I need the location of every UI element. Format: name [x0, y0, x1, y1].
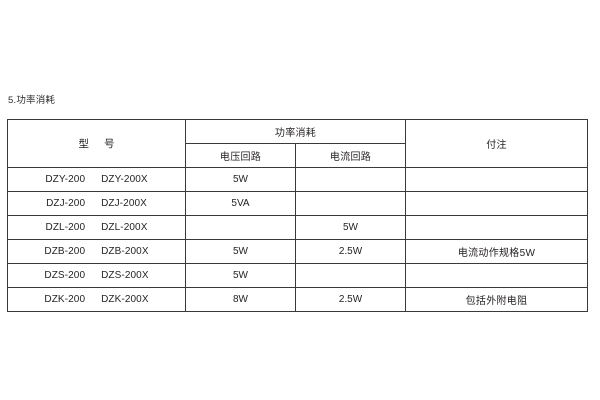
model-code-primary: DZL-200 [45, 222, 86, 233]
model-code-variant: DZL-200X [101, 222, 148, 233]
cell-notes [405, 191, 589, 216]
section-title: 5.功率消耗 [8, 95, 56, 106]
cell-notes [405, 215, 589, 240]
model-code-primary: DZS-200 [44, 270, 86, 281]
header-cell-current-circuit: 电流回路 [294, 143, 407, 168]
table-row: DZK-200 DZK-200X 8W 2.5W 包括外附电阻 [7, 287, 589, 312]
model-code-primary: DZY-200 [45, 174, 86, 185]
table-body: DZY-200 DZY-200X 5W DZJ-200 DZJ-200X 5VA D… [7, 167, 589, 312]
header-cell-power-group: 功率消耗 [184, 119, 407, 144]
cell-current [294, 263, 407, 288]
cell-voltage: 5W [185, 263, 296, 288]
cell-current: 2.5W [294, 287, 407, 312]
cell-voltage [185, 215, 296, 240]
cell-notes [405, 167, 589, 192]
table-row: DZB-200 DZB-200X 5W 2.5W 电流动作规格5W [7, 239, 589, 264]
model-code-variant: DZS-200X [101, 270, 149, 281]
cell-notes: 电流动作规格5W [405, 239, 589, 264]
header-cell-notes: 付注 [405, 119, 589, 168]
model-code-variant: DZB-200X [101, 246, 149, 257]
model-code-primary: DZK-200 [44, 294, 86, 305]
table-row: DZJ-200 DZJ-200X 5VA [7, 191, 589, 216]
cell-model: DZB-200 DZB-200X [7, 239, 186, 264]
cell-model: DZY-200 DZY-200X [7, 167, 186, 192]
cell-notes [405, 263, 589, 288]
cell-current [294, 167, 407, 192]
cell-model: DZL-200 DZL-200X [7, 215, 186, 240]
model-code-variant: DZJ-200X [101, 198, 147, 209]
table-row: DZS-200 DZS-200X 5W [7, 263, 589, 288]
model-code-primary: DZB-200 [44, 246, 86, 257]
cell-current: 5W [294, 215, 407, 240]
cell-voltage: 8W [185, 287, 296, 312]
cell-model: DZS-200 DZS-200X [7, 263, 186, 288]
table-row: DZY-200 DZY-200X 5W [7, 167, 589, 192]
cell-current: 2.5W [294, 239, 407, 264]
table-row: DZL-200 DZL-200X 5W [7, 215, 589, 240]
model-code-primary: DZJ-200 [46, 198, 86, 209]
header-row-group: 型 号 功率消耗 付注 [7, 119, 589, 168]
power-table-container: 型 号 功率消耗 付注 电压回路 电流回路 DZY-200 DZY-200X 5W… [7, 119, 589, 312]
header-label-model: 型 号 [78, 138, 121, 150]
cell-notes: 包括外附电阻 [405, 287, 589, 312]
cell-voltage: 5VA [185, 191, 296, 216]
model-code-variant: DZY-200X [101, 174, 148, 185]
cell-model: DZJ-200 DZJ-200X [7, 191, 186, 216]
cell-current [294, 191, 407, 216]
header-cell-model: 型 号 [7, 119, 186, 168]
power-consumption-table: 型 号 功率消耗 付注 电压回路 电流回路 DZY-200 DZY-200X 5W… [7, 119, 589, 312]
cell-model: DZK-200 DZK-200X [7, 287, 186, 312]
model-code-variant: DZK-200X [101, 294, 149, 305]
cell-voltage: 5W [185, 167, 296, 192]
cell-voltage: 5W [185, 239, 296, 264]
table-header: 型 号 功率消耗 付注 电压回路 电流回路 [7, 119, 589, 168]
header-cell-voltage-circuit: 电压回路 [185, 143, 296, 168]
